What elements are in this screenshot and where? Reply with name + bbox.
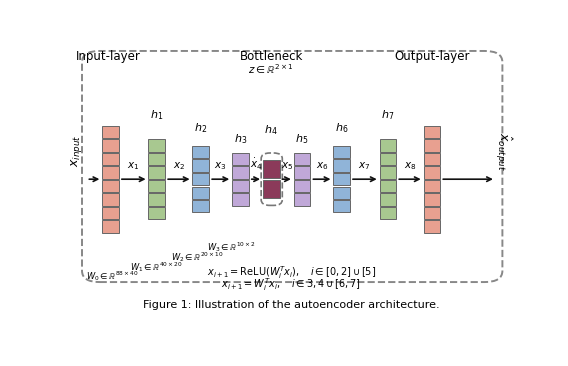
FancyBboxPatch shape xyxy=(193,200,209,212)
FancyBboxPatch shape xyxy=(424,180,440,192)
FancyBboxPatch shape xyxy=(232,166,249,179)
FancyBboxPatch shape xyxy=(102,193,119,206)
FancyBboxPatch shape xyxy=(333,173,350,186)
Text: Output-layer: Output-layer xyxy=(394,50,470,63)
Text: $x_3$: $x_3$ xyxy=(215,160,227,172)
FancyBboxPatch shape xyxy=(333,146,350,158)
FancyBboxPatch shape xyxy=(102,126,119,138)
FancyBboxPatch shape xyxy=(424,139,440,152)
Text: $x_5$: $x_5$ xyxy=(281,160,293,172)
Text: $x_1$: $x_1$ xyxy=(127,160,140,172)
FancyBboxPatch shape xyxy=(82,51,502,282)
Text: Bottleneck: Bottleneck xyxy=(240,50,303,63)
Text: $W_3 \in \mathbb{R}^{10\times 2}$: $W_3 \in \mathbb{R}^{10\times 2}$ xyxy=(207,240,256,254)
FancyBboxPatch shape xyxy=(148,180,165,192)
FancyBboxPatch shape xyxy=(333,200,350,212)
FancyBboxPatch shape xyxy=(424,220,440,233)
FancyBboxPatch shape xyxy=(102,207,119,219)
Text: $W_1 \in \mathbb{R}^{40\times 20}$: $W_1 \in \mathbb{R}^{40\times 20}$ xyxy=(131,259,183,273)
FancyBboxPatch shape xyxy=(379,193,396,206)
FancyBboxPatch shape xyxy=(148,193,165,206)
Text: $x_2$: $x_2$ xyxy=(173,160,185,172)
Text: $h_1$: $h_1$ xyxy=(150,108,164,122)
Text: $W_0 \in \mathbb{R}^{88\times 40}$: $W_0 \in \mathbb{R}^{88\times 40}$ xyxy=(86,269,139,283)
FancyBboxPatch shape xyxy=(379,139,396,152)
FancyBboxPatch shape xyxy=(232,153,249,165)
FancyBboxPatch shape xyxy=(232,180,249,192)
Text: Input-layer: Input-layer xyxy=(76,50,141,63)
FancyBboxPatch shape xyxy=(424,126,440,138)
FancyBboxPatch shape xyxy=(102,180,119,192)
Text: $x_7$: $x_7$ xyxy=(358,160,371,172)
FancyBboxPatch shape xyxy=(294,193,311,206)
FancyBboxPatch shape xyxy=(148,207,165,219)
FancyBboxPatch shape xyxy=(263,160,279,178)
FancyBboxPatch shape xyxy=(379,153,396,165)
FancyBboxPatch shape xyxy=(333,160,350,172)
Text: $x_{i+1} = W_i^T x_i, \quad i \in 3, 4 \cup [6,7]$: $x_{i+1} = W_i^T x_i, \quad i \in 3, 4 \… xyxy=(221,276,361,293)
Text: $W_2 \in \mathbb{R}^{20\times 10}$: $W_2 \in \mathbb{R}^{20\times 10}$ xyxy=(172,250,224,264)
FancyBboxPatch shape xyxy=(232,193,249,206)
FancyBboxPatch shape xyxy=(263,180,279,198)
FancyBboxPatch shape xyxy=(294,166,311,179)
Text: $\dot{x}_4$: $\dot{x}_4$ xyxy=(249,157,262,172)
Text: $h_7$: $h_7$ xyxy=(381,108,395,122)
Text: $\hat{x}_{output}$: $\hat{x}_{output}$ xyxy=(493,131,513,171)
FancyBboxPatch shape xyxy=(193,187,209,199)
FancyBboxPatch shape xyxy=(424,153,440,165)
FancyBboxPatch shape xyxy=(424,166,440,179)
FancyBboxPatch shape xyxy=(102,220,119,233)
Text: Figure 1: Illustration of the autoencoder architecture.: Figure 1: Illustration of the autoencode… xyxy=(143,300,440,310)
Text: $h_3$: $h_3$ xyxy=(234,132,247,146)
FancyBboxPatch shape xyxy=(193,173,209,186)
Text: $x_{input}$: $x_{input}$ xyxy=(69,135,84,167)
FancyBboxPatch shape xyxy=(424,193,440,206)
FancyBboxPatch shape xyxy=(102,139,119,152)
Text: $z \in \mathbb{R}^{2\times 1}$: $z \in \mathbb{R}^{2\times 1}$ xyxy=(248,62,294,76)
FancyBboxPatch shape xyxy=(148,166,165,179)
Text: $x_8$: $x_8$ xyxy=(404,160,416,172)
FancyBboxPatch shape xyxy=(333,187,350,199)
Text: $h_6$: $h_6$ xyxy=(335,121,348,135)
FancyBboxPatch shape xyxy=(102,166,119,179)
FancyBboxPatch shape xyxy=(193,146,209,158)
FancyBboxPatch shape xyxy=(379,180,396,192)
Text: $h_5$: $h_5$ xyxy=(295,132,309,146)
Text: $h_2$: $h_2$ xyxy=(194,121,207,135)
FancyBboxPatch shape xyxy=(148,153,165,165)
FancyBboxPatch shape xyxy=(102,153,119,165)
FancyBboxPatch shape xyxy=(294,180,311,192)
FancyBboxPatch shape xyxy=(148,139,165,152)
Text: $h_4$: $h_4$ xyxy=(265,124,278,138)
FancyBboxPatch shape xyxy=(379,207,396,219)
Text: $x_{i+1} = \mathrm{ReLU}(W_i^T x_i), \quad i \in [0,2] \cup [5]$: $x_{i+1} = \mathrm{ReLU}(W_i^T x_i), \qu… xyxy=(207,264,375,281)
FancyBboxPatch shape xyxy=(193,160,209,172)
FancyBboxPatch shape xyxy=(294,153,311,165)
FancyBboxPatch shape xyxy=(424,207,440,219)
FancyBboxPatch shape xyxy=(379,166,396,179)
Text: $x_6$: $x_6$ xyxy=(316,160,328,172)
